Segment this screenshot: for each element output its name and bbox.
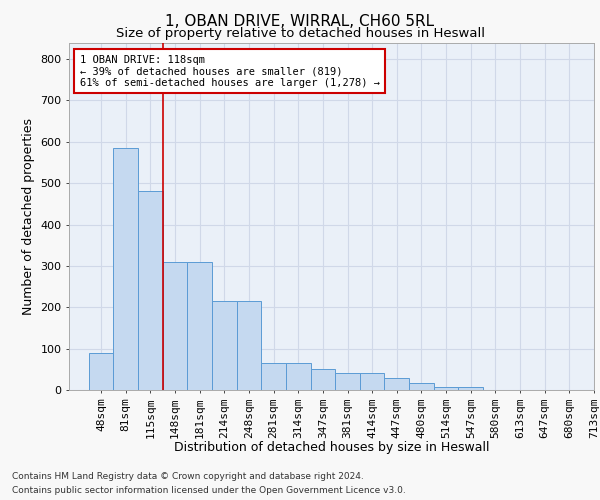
Bar: [311, 370, 335, 390]
Bar: [212, 301, 236, 390]
Text: Contains public sector information licensed under the Open Government Licence v3: Contains public sector information licen…: [12, 486, 406, 495]
Text: Contains HM Land Registry data © Crown copyright and database right 2024.: Contains HM Land Registry data © Crown c…: [12, 472, 364, 481]
Bar: [163, 262, 187, 390]
Text: Size of property relative to detached houses in Heswall: Size of property relative to detached ho…: [115, 28, 485, 40]
Bar: [458, 386, 483, 390]
Bar: [434, 386, 458, 390]
Bar: [385, 378, 409, 390]
X-axis label: Distribution of detached houses by size in Heswall: Distribution of detached houses by size …: [174, 441, 489, 454]
Bar: [360, 374, 385, 390]
Y-axis label: Number of detached properties: Number of detached properties: [22, 118, 35, 315]
Bar: [236, 301, 261, 390]
Bar: [89, 353, 113, 390]
Bar: [409, 382, 434, 390]
Bar: [261, 363, 286, 390]
Bar: [335, 374, 360, 390]
Bar: [286, 363, 311, 390]
Text: 1, OBAN DRIVE, WIRRAL, CH60 5RL: 1, OBAN DRIVE, WIRRAL, CH60 5RL: [166, 14, 434, 29]
Bar: [138, 192, 163, 390]
Bar: [113, 148, 138, 390]
Text: 1 OBAN DRIVE: 118sqm
← 39% of detached houses are smaller (819)
61% of semi-deta: 1 OBAN DRIVE: 118sqm ← 39% of detached h…: [79, 54, 380, 88]
Bar: [187, 262, 212, 390]
